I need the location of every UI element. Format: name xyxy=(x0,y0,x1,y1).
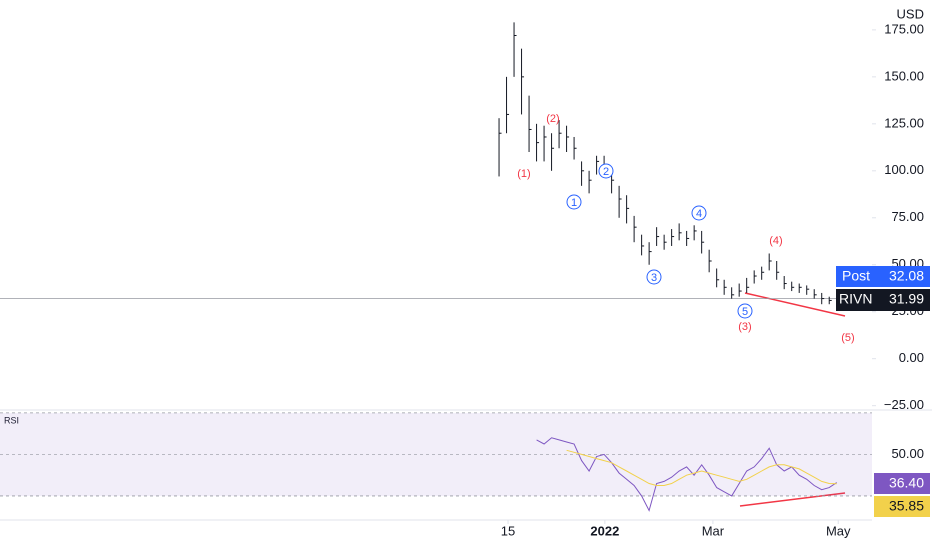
wave-label: 3 xyxy=(651,272,657,284)
last-name: RIVN xyxy=(839,291,872,307)
y-tick-label: 125.00 xyxy=(884,115,924,130)
y-tick-label: 50.00 xyxy=(891,446,924,461)
value-box xyxy=(874,473,930,494)
post-box xyxy=(836,266,930,287)
x-tick-label: 15 xyxy=(501,523,515,538)
wave-label: 5 xyxy=(742,306,748,318)
wave-circle xyxy=(598,163,614,179)
post-price: 32.08 xyxy=(889,268,924,284)
wave-circle xyxy=(737,303,753,319)
rsi-line xyxy=(566,449,837,486)
rsi-line xyxy=(536,437,837,512)
rsi-band xyxy=(0,412,872,496)
y-tick-label: 100.00 xyxy=(884,162,924,177)
trend-line xyxy=(744,292,846,317)
wave-circle xyxy=(566,194,582,210)
last-box xyxy=(836,289,930,311)
value-label: 35.85 xyxy=(889,498,924,514)
wave-circle xyxy=(646,269,662,285)
currency: USD xyxy=(897,6,924,21)
wave-label: 4 xyxy=(696,208,702,220)
wave-label: (2) xyxy=(546,113,559,125)
y-tick-label: 175.00 xyxy=(884,21,924,36)
value-box xyxy=(874,496,930,517)
rsi-title: RSI xyxy=(4,415,19,425)
x-tick-label: May xyxy=(826,523,851,538)
y-tick-label: 0.00 xyxy=(899,350,924,365)
y-tick-label: 75.00 xyxy=(891,209,924,224)
wave-circle xyxy=(691,205,707,221)
wave-label: (4) xyxy=(769,235,782,247)
wave-label: 1 xyxy=(571,197,577,209)
wave-label: (3) xyxy=(738,321,751,333)
wave-label: 2 xyxy=(603,166,609,178)
y-tick-label: −25.00 xyxy=(884,397,924,412)
y-tick-label: 150.00 xyxy=(884,68,924,83)
wave-label: (1) xyxy=(517,168,530,180)
post-name: Post xyxy=(842,268,870,284)
last-price: 31.99 xyxy=(889,291,924,307)
wave-label: (5) xyxy=(841,332,854,344)
x-tick-label: Mar xyxy=(702,523,725,538)
value-label: 36.40 xyxy=(889,475,924,491)
x-tick-label: 2022 xyxy=(590,523,619,538)
rsi-trend-line xyxy=(739,492,846,507)
